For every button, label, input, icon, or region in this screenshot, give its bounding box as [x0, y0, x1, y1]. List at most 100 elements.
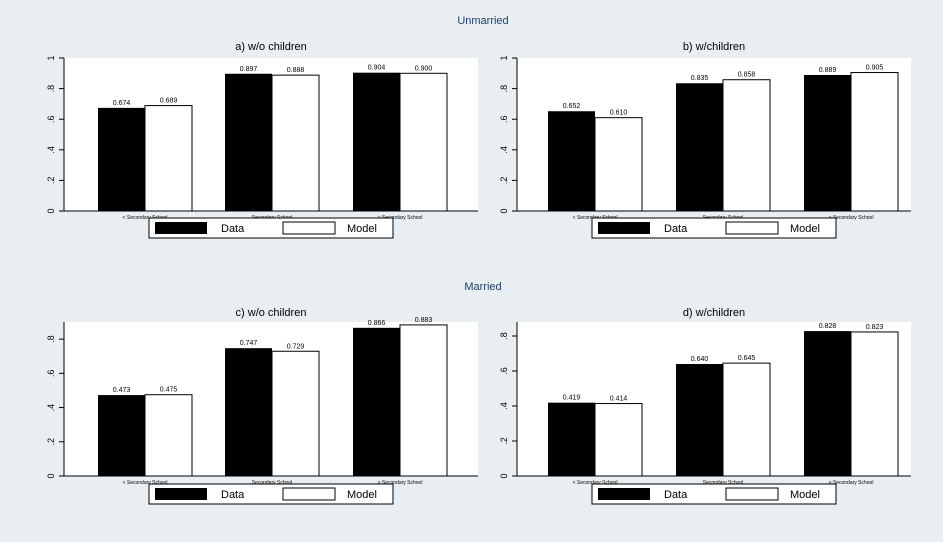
legend-swatch-model: [725, 221, 779, 235]
panel-title: b) w/children: [683, 41, 745, 53]
category-label: < Secondary School: [573, 480, 618, 486]
chart-panel-d: d) w/children 0 .2 .4 .6 .8 0.419 0.414 < Second…: [499, 307, 911, 505]
model-bar: [850, 72, 899, 212]
legend-label-data: Data: [664, 489, 688, 501]
legend-swatch-data: [598, 488, 650, 500]
data-bar: [548, 402, 595, 476]
legend: Data Model: [148, 483, 394, 505]
y-tick-label: .8: [46, 85, 56, 93]
value-label: 0.747: [240, 340, 258, 347]
y-tick-label: .4: [46, 146, 56, 154]
value-label: 0.729: [287, 343, 305, 350]
y-tick-label: .2: [499, 437, 509, 445]
category-label: Secondary School: [252, 480, 293, 486]
model-bar: [144, 394, 193, 477]
y-tick-label: .8: [46, 335, 56, 343]
value-label: 0.689: [160, 98, 178, 105]
y-tick-label: .6: [499, 115, 509, 123]
y-tick-label: .8: [499, 85, 509, 93]
legend-swatch-data: [598, 222, 650, 234]
value-label: 0.888: [287, 67, 305, 74]
panel-title: a) w/o children: [235, 41, 307, 53]
y-tick-label: .6: [499, 367, 509, 375]
y-tick-label: .6: [46, 370, 56, 378]
legend-swatch-data: [155, 488, 207, 500]
category-label: < Secondary School: [123, 480, 168, 486]
y-tick-label: 0: [46, 208, 56, 213]
value-label: 0.652: [563, 103, 581, 110]
chart-panel-c: c) w/o children 0 .2 .4 .6 .8 0.473 0.475 < Seco…: [46, 307, 478, 505]
data-bar: [353, 72, 400, 211]
data-bar: [225, 348, 272, 476]
value-label: 0.414: [610, 396, 628, 403]
data-bar: [548, 111, 595, 211]
value-label: 0.475: [160, 387, 178, 394]
y-tick-label: .8: [499, 332, 509, 340]
value-label: 0.858: [738, 72, 756, 79]
group-title-married: Married: [464, 281, 501, 293]
model-bar: [271, 74, 320, 212]
value-label: 0.674: [113, 100, 131, 107]
y-tick-label: .6: [46, 115, 56, 123]
y-tick-label: .2: [499, 177, 509, 185]
model-bar: [271, 350, 320, 477]
chart-panels: a) w/o children 0 .2 .4 .6 .8 1 0.674 0.689 < Sec…: [46, 41, 911, 505]
data-bar: [98, 107, 145, 211]
legend-swatch-model: [725, 487, 779, 501]
y-tick-label: .4: [499, 146, 509, 154]
y-tick-label: 0: [499, 473, 509, 478]
legend-label-data: Data: [221, 489, 245, 501]
legend-swatch-model: [282, 221, 336, 235]
panel-title: d) w/children: [683, 307, 745, 319]
category-label: Secondary School: [703, 480, 744, 486]
data-bar: [98, 395, 145, 476]
panel-title: c) w/o children: [236, 307, 307, 319]
value-label: 0.904: [368, 65, 386, 72]
value-label: 0.897: [240, 66, 258, 73]
data-bar: [225, 73, 272, 211]
y-tick-label: .2: [46, 177, 56, 185]
y-tick-label: 1: [499, 55, 509, 60]
category-label: < Secondary School: [123, 215, 168, 221]
legend-label-model: Model: [347, 223, 377, 235]
legend: Data Model: [591, 483, 837, 505]
category-label: > Secondary School: [829, 215, 874, 221]
y-tick-label: 0: [499, 208, 509, 213]
legend-label-model: Model: [790, 223, 820, 235]
model-bar: [594, 117, 643, 212]
chart-panel-a: a) w/o children 0 .2 .4 .6 .8 1 0.674 0.689 < Sec…: [46, 41, 478, 239]
value-label: 0.645: [738, 355, 756, 362]
category-label: > Secondary School: [378, 480, 423, 486]
model-bar: [850, 331, 899, 477]
y-tick-label: 1: [46, 55, 56, 60]
legend-label-model: Model: [347, 489, 377, 501]
legend-label-data: Data: [664, 223, 688, 235]
value-label: 0.640: [691, 356, 709, 363]
category-label: > Secondary School: [829, 480, 874, 486]
y-tick-label: 0: [46, 473, 56, 478]
model-bar: [594, 403, 643, 477]
value-label: 0.823: [866, 324, 884, 331]
value-label: 0.610: [610, 110, 628, 117]
value-label: 0.900: [415, 65, 433, 72]
legend-swatch-data: [155, 222, 207, 234]
y-tick-label: .4: [46, 404, 56, 412]
data-bar: [676, 364, 723, 476]
legend: Data Model: [591, 217, 837, 239]
data-bar: [804, 331, 851, 476]
legend: Data Model: [148, 217, 394, 239]
model-bar: [722, 362, 771, 477]
legend-label-model: Model: [790, 489, 820, 501]
data-bar: [676, 83, 723, 211]
value-label: 0.473: [113, 387, 131, 394]
group-title-unmarried: Unmarried: [457, 15, 508, 27]
value-label: 0.828: [819, 323, 837, 330]
value-label: 0.419: [563, 395, 581, 402]
model-bar: [399, 324, 448, 477]
value-label: 0.889: [819, 67, 837, 74]
value-label: 0.835: [691, 75, 709, 82]
model-bar: [399, 72, 448, 212]
category-label: > Secondary School: [378, 215, 423, 221]
